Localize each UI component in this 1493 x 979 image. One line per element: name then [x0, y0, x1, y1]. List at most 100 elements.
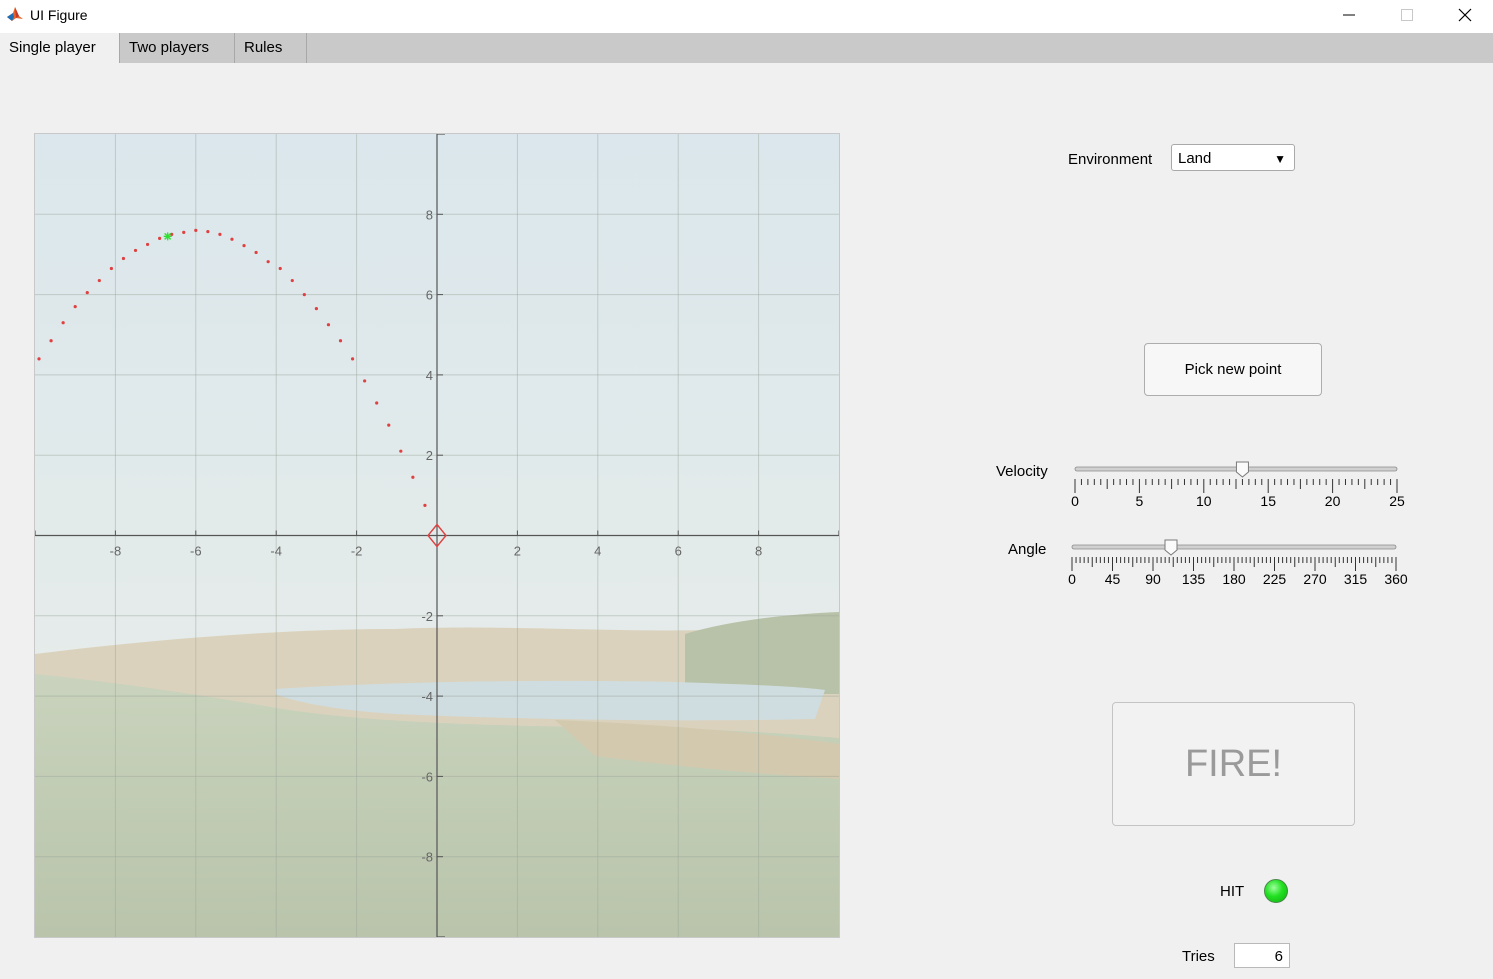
trajectory-point: [423, 503, 427, 507]
tab-rules[interactable]: Rules: [235, 33, 307, 63]
axis-lines: [35, 134, 839, 937]
markers: [163, 232, 447, 548]
y-tick-label: -2: [421, 609, 433, 624]
trajectory-point: [350, 357, 355, 361]
fire-label: FIRE!: [1184, 742, 1283, 785]
angle-slider-tick-label: 315: [1344, 571, 1368, 587]
trajectory-point: [182, 230, 186, 234]
trajectory-point: [170, 232, 174, 236]
launcher-diamond-icon: [427, 523, 447, 548]
minimize-button[interactable]: [1320, 0, 1378, 30]
trajectory-point: [326, 323, 331, 327]
title-bar: UI Figure: [0, 0, 1493, 33]
fire-button[interactable]: FIRE!: [1112, 702, 1355, 826]
trajectory-point: [338, 339, 343, 343]
y-tick-label: 4: [426, 368, 433, 383]
trajectory-point: [278, 266, 282, 271]
hit-lamp: [1264, 879, 1288, 903]
velocity-slider[interactable]: 0 5 10 15 20 25: [1060, 455, 1420, 515]
y-tick-label: 2: [426, 448, 433, 463]
tick-labels: -8 -6 -4 -2 2 4 6 8 8 6 4 2 -2 -4 -6 -8: [110, 207, 763, 864]
trajectory-plot: -8 -6 -4 -2 2 4 6 8 8 6 4 2 -2 -4 -6 -8: [35, 134, 839, 937]
x-tick-label: 8: [755, 544, 762, 559]
angle-slider-tick-label: 180: [1222, 571, 1246, 587]
minimize-icon: [1343, 14, 1355, 16]
trajectory-point: [266, 260, 270, 264]
trajectory-point: [85, 290, 89, 295]
x-tick-label: 6: [675, 544, 682, 559]
x-tick-label: -4: [270, 544, 282, 559]
trajectory-point: [73, 305, 77, 309]
dropdown-arrow-icon: ▼: [1274, 152, 1286, 166]
maximize-button[interactable]: [1378, 0, 1436, 30]
trajectory-point: [206, 229, 210, 234]
target-star-icon: [163, 232, 172, 241]
trajectory-point: [363, 379, 367, 383]
tab-two-players[interactable]: Two players: [120, 33, 235, 63]
trajectory-point: [109, 266, 113, 271]
trajectory-point: [411, 475, 415, 479]
plot-axes[interactable]: -8 -6 -4 -2 2 4 6 8 8 6 4 2 -2 -4 -6 -8: [34, 133, 840, 938]
velocity-slider-thumb: [1235, 461, 1249, 478]
matlab-icon: [6, 5, 24, 23]
hit-label: HIT: [1220, 883, 1245, 900]
trajectory-point: [61, 321, 65, 325]
tries-field[interactable]: 6: [1234, 943, 1290, 968]
trajectory-point: [133, 248, 138, 253]
trajectory-point: [242, 244, 246, 248]
angle-slider-tick-label: 360: [1384, 571, 1408, 587]
tab-bar: Single player Two players Rules: [0, 33, 1493, 63]
trajectory-point: [375, 401, 379, 405]
velocity-label: Velocity: [996, 463, 1048, 480]
angle-slider-tick-label: 0: [1068, 571, 1076, 587]
tab-single-player[interactable]: Single player: [0, 33, 120, 63]
x-tick-label: 4: [594, 544, 601, 559]
y-tick-label: -8: [421, 850, 433, 865]
trajectory-point: [254, 250, 258, 255]
trajectory-point: [158, 236, 162, 240]
tries-label: Tries: [1182, 948, 1215, 965]
y-tick-label: 8: [426, 207, 433, 222]
environment-dropdown[interactable]: Land ▼: [1171, 144, 1295, 171]
trajectory-point: [121, 256, 126, 261]
angle-slider-tick-label: 225: [1263, 571, 1287, 587]
x-tick-label: -6: [190, 544, 202, 559]
x-tick-label: -8: [110, 544, 122, 559]
angle-slider-track: [1071, 544, 1397, 550]
environment-label: Environment: [1068, 151, 1153, 168]
trajectory-point: [218, 232, 222, 236]
angle-slider-tick-label: 45: [1105, 571, 1121, 587]
angle-slider-tick-label: 135: [1182, 571, 1206, 587]
angle-slider-tick-label: 90: [1145, 571, 1161, 587]
trajectory-point: [290, 278, 294, 283]
x-tick-label: -2: [351, 544, 363, 559]
y-tick-label: 6: [426, 288, 433, 303]
window-title: UI Figure: [30, 7, 88, 23]
angle-slider-tick-label: 270: [1303, 571, 1327, 587]
trajectory-point: [302, 293, 306, 297]
environment-value: Land: [1178, 150, 1212, 167]
angle-slider[interactable]: 0 45 90 135 180 225 270 315 360: [1058, 533, 1422, 593]
trajectory-point: [230, 237, 234, 241]
close-icon: [1458, 8, 1472, 22]
trajectory-point: [399, 449, 403, 453]
trajectory-point: [37, 357, 41, 361]
trajectory-point: [145, 242, 150, 247]
velocity-slider-tick-label: 10: [1196, 493, 1212, 509]
x-tick-label: 2: [514, 544, 521, 559]
close-button[interactable]: [1436, 0, 1493, 30]
velocity-slider-tick-label: 20: [1325, 493, 1341, 509]
angle-label: Angle: [1008, 541, 1047, 558]
trajectory-points: [37, 228, 427, 507]
velocity-slider-tick-label: 5: [1136, 493, 1144, 509]
angle-slider-thumb: [1164, 539, 1178, 556]
velocity-slider-tick-label: 0: [1071, 493, 1079, 509]
trajectory-point: [97, 278, 101, 283]
trajectory-point: [387, 423, 391, 427]
pick-new-point-label: Pick new point: [1184, 361, 1282, 378]
y-tick-label: -6: [421, 769, 433, 784]
pick-new-point-button[interactable]: Pick new point: [1144, 343, 1322, 396]
velocity-slider-tick-label: 25: [1389, 493, 1405, 509]
maximize-icon: [1401, 9, 1413, 21]
trajectory-point: [49, 339, 53, 343]
